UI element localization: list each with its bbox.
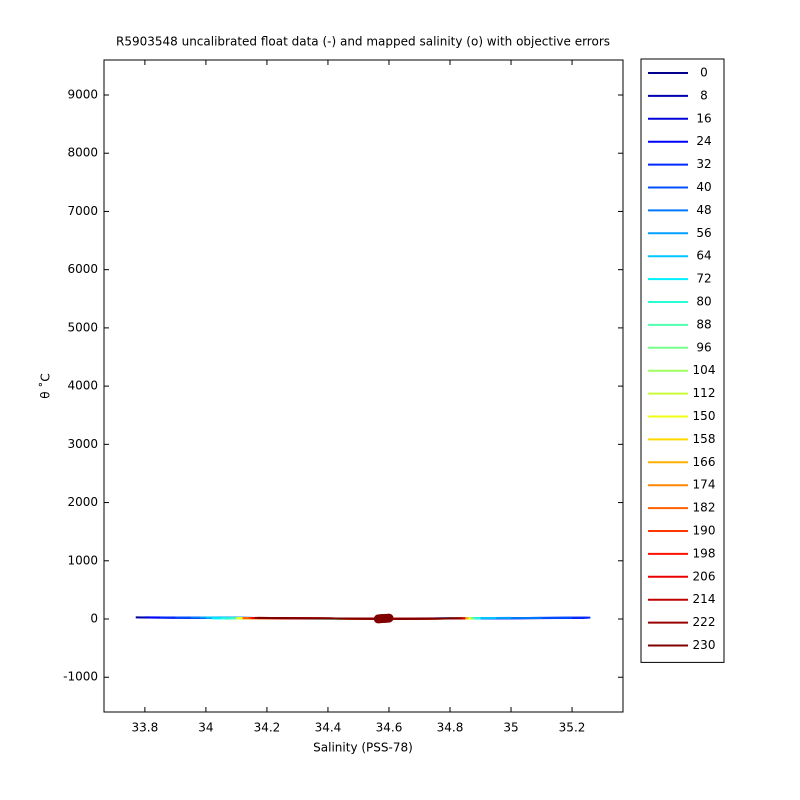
legend-label: 24: [696, 134, 711, 148]
y-axis-label: θ ˚C: [38, 373, 53, 399]
legend-label: 150: [693, 409, 716, 423]
y-tick-label: 6000: [67, 262, 98, 276]
legend-label: 182: [693, 501, 716, 515]
legend-box: [640, 58, 725, 663]
x-tick-label: 35.2: [559, 721, 586, 735]
mapped-marker: [384, 613, 394, 623]
y-tick-label: 0: [90, 612, 98, 626]
x-tick-label: 34.6: [376, 721, 403, 735]
legend-label: 8: [700, 88, 708, 102]
x-tick-label: 34.2: [254, 721, 281, 735]
legend-label: 198: [693, 546, 716, 560]
legend-label: 166: [693, 455, 716, 469]
y-tick-label: 1000: [67, 553, 98, 567]
x-tick-label: 34: [198, 721, 213, 735]
legend-label: 88: [696, 317, 711, 331]
legend-label: 230: [693, 638, 716, 652]
legend-label: 96: [696, 340, 711, 354]
legend-label: 0: [700, 66, 708, 80]
legend-label: 214: [693, 592, 716, 606]
y-tick-label: 8000: [67, 146, 98, 160]
x-tick-label: 34.8: [437, 721, 464, 735]
legend-label: 48: [696, 203, 711, 217]
legend-label: 56: [696, 226, 711, 240]
x-tick-label: 33.8: [132, 721, 159, 735]
y-tick-label: 7000: [67, 204, 98, 218]
y-tick-label: 2000: [67, 495, 98, 509]
x-tick-label: 35: [503, 721, 518, 735]
legend-label: 104: [693, 363, 716, 377]
legend-label: 222: [693, 615, 716, 629]
x-tick-label: 34.4: [315, 721, 342, 735]
legend-label: 206: [693, 569, 716, 583]
legend-label: 190: [693, 524, 716, 538]
y-tick-label: 9000: [67, 87, 98, 101]
legend-label: 64: [696, 249, 711, 263]
legend-label: 80: [696, 295, 711, 309]
y-tick-label: 3000: [67, 437, 98, 451]
chart-title: R5903548 uncalibrated float data (-) and…: [116, 35, 610, 49]
legend-label: 32: [696, 157, 711, 171]
legend-label: 40: [696, 180, 711, 194]
y-tick-label: 4000: [67, 379, 98, 393]
legend-label: 158: [693, 432, 716, 446]
legend-label: 174: [693, 478, 716, 492]
legend-label: 112: [693, 386, 716, 400]
series-line: [257, 616, 460, 620]
legend-label: 72: [696, 272, 711, 286]
y-tick-label: 5000: [67, 320, 98, 334]
x-axis-label: Salinity (PSS-78): [313, 741, 413, 755]
legend-label: 16: [696, 111, 711, 125]
y-tick-label: -1000: [63, 670, 98, 684]
